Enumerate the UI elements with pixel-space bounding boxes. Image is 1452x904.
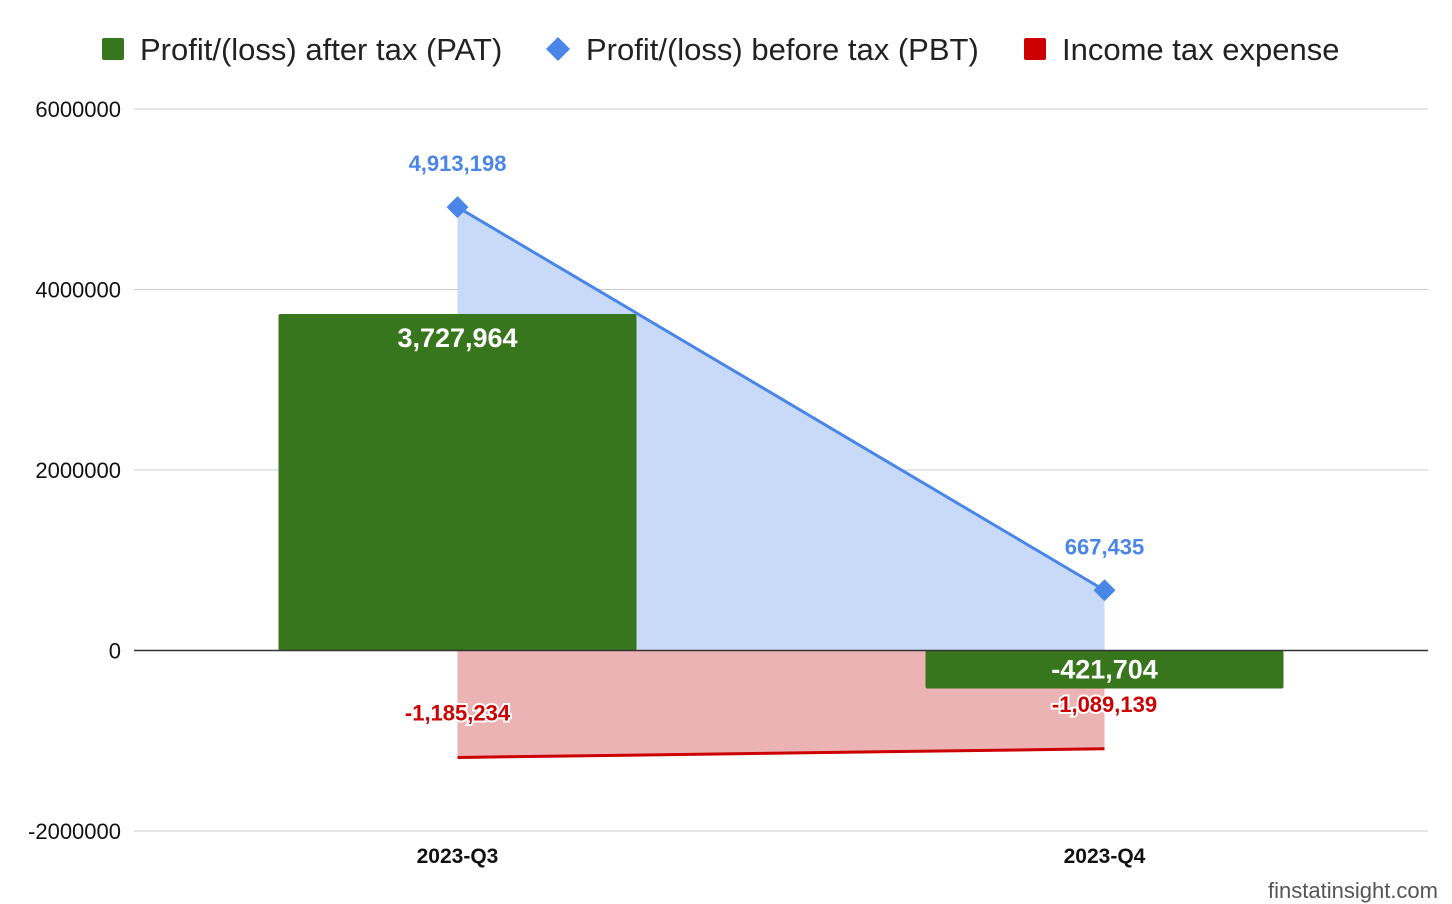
data-labels: 3,727,964 -421,704 4,913,198 667,435 -1,185,…	[397, 149, 1159, 727]
y-tick-label: 2000000	[35, 458, 121, 483]
y-tick-label: 6000000	[35, 97, 121, 122]
y-tick-label: 0	[109, 639, 121, 664]
legend-label: Profit/(loss) after tax (PAT)	[140, 32, 502, 67]
x-tick-label: 2023-Q4	[1064, 845, 1146, 868]
x-tick-label: 2023-Q3	[417, 845, 499, 868]
y-tick-label: -2000000	[28, 819, 121, 844]
bar	[925, 650, 1284, 689]
bar-series	[278, 314, 1284, 689]
data-label: -1,089,139	[1052, 692, 1157, 717]
axis-labels: 6000000 4000000 2000000 0 -2000000 2023-Q3 202…	[28, 97, 1146, 868]
data-label: -421,704	[1051, 655, 1158, 685]
legend: Profit/(loss) after tax (PAT) Profit/(los…	[102, 32, 1339, 67]
legend-item: Income tax expense	[1024, 32, 1339, 67]
series-line	[456, 205, 1106, 592]
legend-item: Profit/(loss) after tax (PAT)	[102, 32, 502, 67]
legend-label: Profit/(loss) before tax (PBT)	[586, 32, 979, 67]
data-label: -1,185,234	[405, 700, 511, 725]
bar	[278, 314, 637, 651]
legend-label: Income tax expense	[1062, 32, 1339, 67]
line-series	[446, 196, 1116, 759]
point-marker	[1093, 579, 1116, 602]
series-line	[457, 747, 1105, 759]
legend-square-icon	[1024, 38, 1046, 60]
data-label: 3,727,964	[397, 323, 517, 353]
legend-square-icon	[102, 38, 124, 60]
y-tick-label: 4000000	[35, 278, 121, 303]
data-label: 667,435	[1065, 534, 1145, 559]
point-marker	[446, 196, 469, 219]
legend-diamond-icon	[546, 37, 570, 61]
data-label: 4,913,198	[409, 151, 507, 176]
legend-item: Profit/(loss) before tax (PBT)	[546, 32, 979, 67]
watermark-text: finstatinsight.com	[1268, 878, 1438, 903]
